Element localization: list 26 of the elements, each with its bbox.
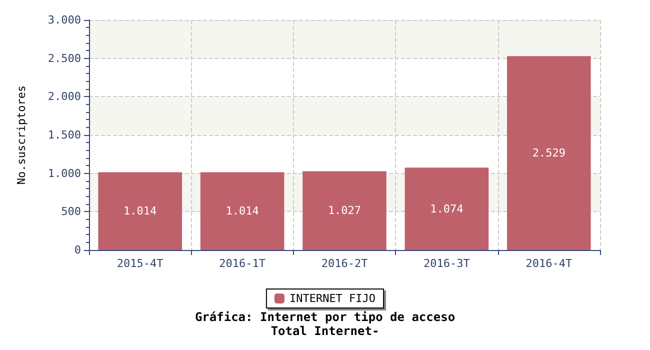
data-label: 1.074 [430,202,464,216]
bar [302,171,386,250]
data-label: 1.014 [226,204,260,218]
y-tick-label: 500 [61,205,81,218]
bar [98,172,182,250]
x-tick-label: 2016-1T [219,257,266,270]
data-label: 1.027 [328,204,362,218]
x-tick-label: 2016-4T [526,257,572,270]
y-tick-label: 2.500 [48,52,81,65]
y-axis-title: No.suscriptores [15,85,28,185]
bar [507,56,591,250]
x-tick-label: 2016-2T [321,257,368,270]
bar [200,172,284,250]
data-label: 2.529 [532,146,566,160]
x-tick-label: 2015-4T [116,257,164,270]
x-tick-label: 2016-3T [424,257,470,270]
text: Gráfica: Internet por tipo de acceso [194,310,456,324]
legend-label: INTERNET FIJO [289,292,376,305]
y-tick-label: 1.000 [48,166,81,180]
bar [404,168,489,250]
y-tick-label: 0 [74,244,81,256]
y-tick-label: 1.500 [48,128,81,142]
y-tick-label: 3.000 [48,14,81,26]
text: Total Internet- [270,324,380,338]
y-tick-label: 2.000 [48,90,81,104]
data-label: 1.014 [124,204,158,218]
